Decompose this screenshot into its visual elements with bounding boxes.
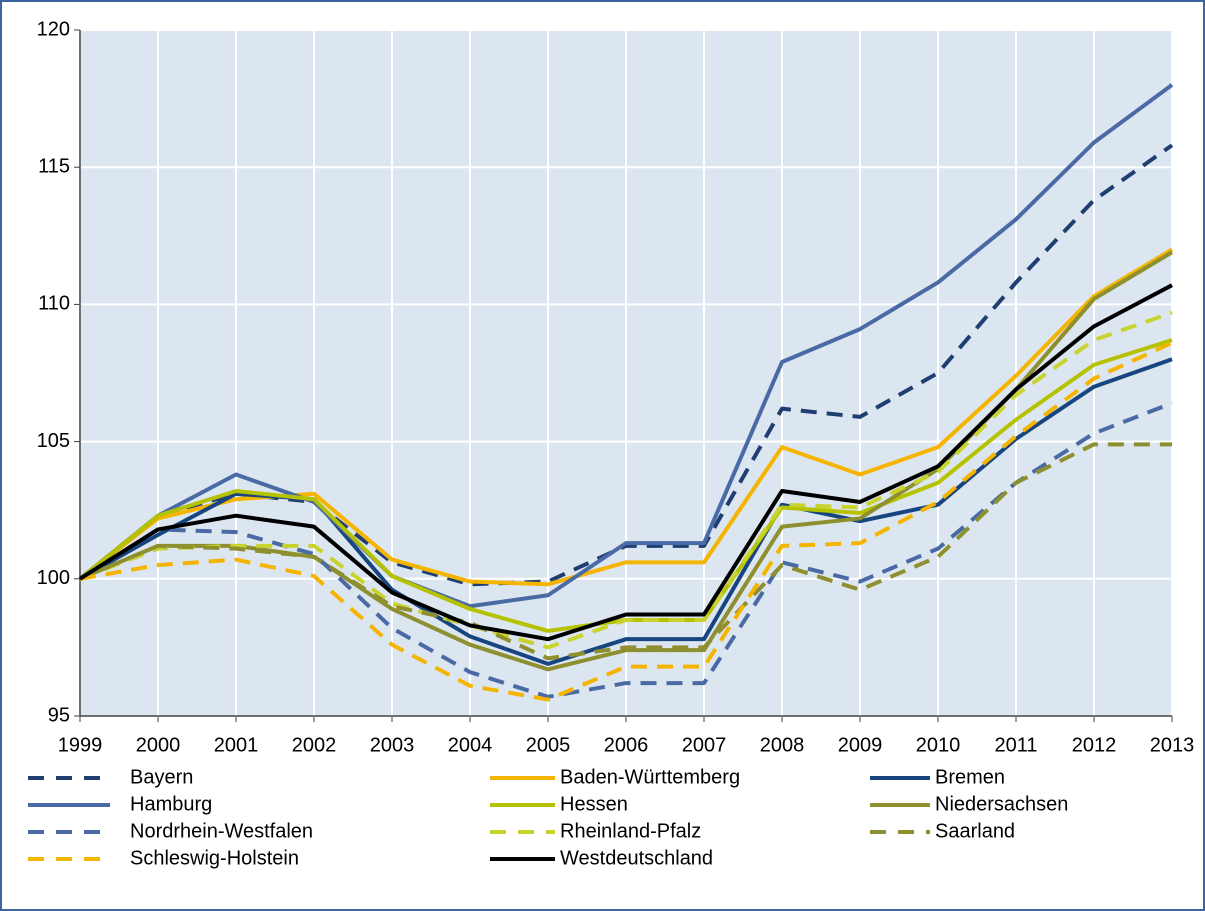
x-tick-label: 1999 xyxy=(58,734,103,756)
series-line xyxy=(78,83,1174,609)
legend-label: Hessen xyxy=(560,793,628,815)
legend-label: Rheinland-Pfalz xyxy=(560,820,701,842)
y-tick-label: 120 xyxy=(37,18,70,40)
series-line xyxy=(78,401,1173,699)
x-tick-label: 2011 xyxy=(994,734,1037,756)
series-line xyxy=(79,442,1172,661)
legend-label: Saarland xyxy=(935,820,1015,842)
legend-label: Bremen xyxy=(935,766,1005,788)
legend-label: Nordrhein-Westfalen xyxy=(130,820,313,842)
legend-label: Schleswig-Holstein xyxy=(130,847,299,869)
legend-label: Niedersachsen xyxy=(935,793,1068,815)
y-tick-label: 105 xyxy=(37,430,70,452)
legend-label: Westdeutschland xyxy=(560,847,713,869)
series-line xyxy=(79,310,1173,650)
x-tick-label: 2013 xyxy=(1150,734,1195,756)
x-tick-label: 2008 xyxy=(760,734,805,756)
legend-label: Hamburg xyxy=(130,793,212,815)
legend-label: Bayern xyxy=(130,766,193,788)
x-tick-label: 2003 xyxy=(370,734,415,756)
x-tick-label: 2005 xyxy=(526,734,571,756)
x-tick-label: 2000 xyxy=(136,734,181,756)
x-tick-label: 2012 xyxy=(1072,734,1117,756)
x-tick-label: 2009 xyxy=(838,734,883,756)
x-tick-label: 2004 xyxy=(448,734,493,756)
x-tick-label: 2002 xyxy=(292,734,337,756)
series-line xyxy=(78,143,1174,587)
y-tick-label: 110 xyxy=(38,293,70,315)
y-tick-label: 95 xyxy=(48,704,70,726)
series-line xyxy=(79,340,1173,702)
legend-label: Baden-Württemberg xyxy=(560,766,740,788)
y-tick-label: 100 xyxy=(37,567,70,589)
x-tick-label: 2001 xyxy=(214,734,259,756)
x-tick-label: 2010 xyxy=(916,734,961,756)
x-tick-label: 2007 xyxy=(682,734,727,756)
y-tick-label: 115 xyxy=(38,155,70,177)
x-tick-label: 2006 xyxy=(604,734,649,756)
series-line xyxy=(78,283,1173,642)
